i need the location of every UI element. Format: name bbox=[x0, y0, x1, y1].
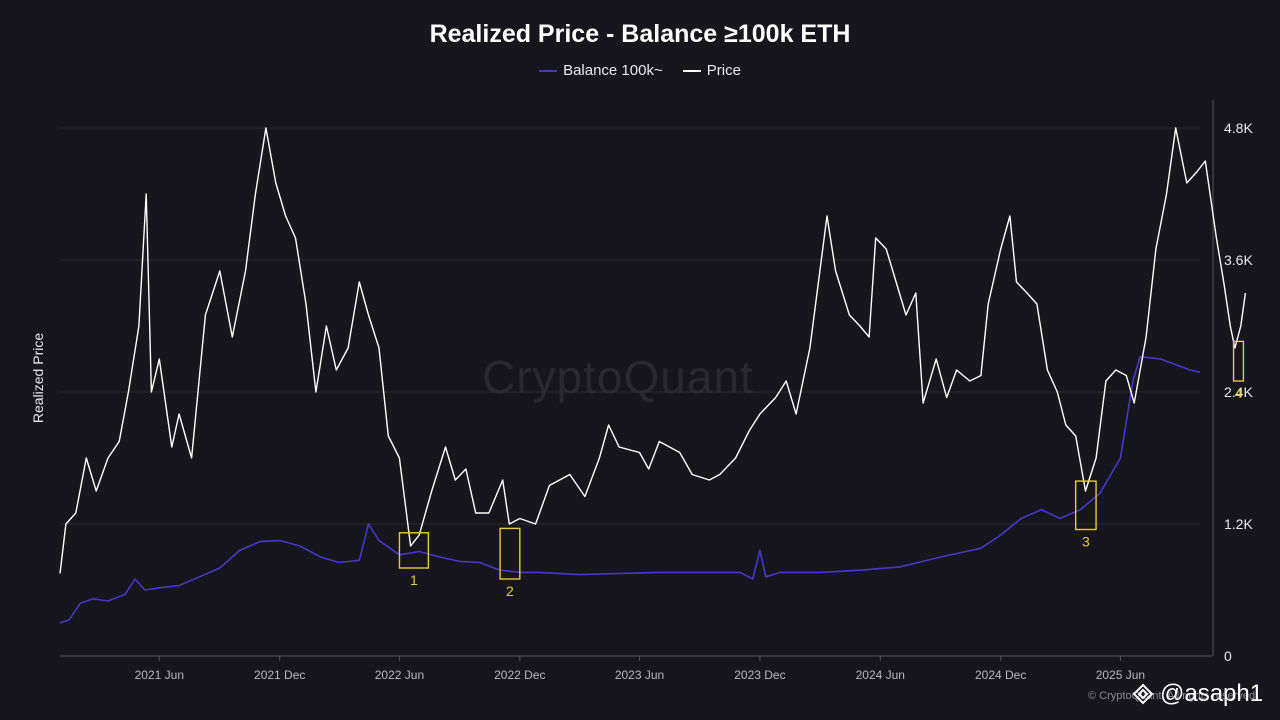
x-tick-label: 2023 Jun bbox=[615, 668, 664, 682]
x-tick-label: 2022 Dec bbox=[494, 668, 545, 682]
highlight-label: 3 bbox=[1082, 534, 1090, 550]
series-line-balance bbox=[59, 355, 1201, 624]
legend-item-balance[interactable]: Balance 100k~ bbox=[539, 62, 663, 79]
legend-label-price: Price bbox=[706, 62, 741, 79]
highlight-box bbox=[1232, 340, 1245, 382]
highlight-box bbox=[398, 532, 430, 569]
x-tick-label: 2021 Dec bbox=[254, 668, 305, 682]
y-tick-label: 3.6K bbox=[1224, 252, 1253, 268]
highlight-box bbox=[1074, 480, 1097, 531]
diamond-logo-icon bbox=[1132, 683, 1154, 705]
legend-label-balance: Balance 100k~ bbox=[563, 62, 663, 79]
x-tick-label: 2024 Jun bbox=[856, 668, 905, 682]
legend-swatch-price bbox=[682, 69, 701, 72]
x-tick-label: 2025 Jun bbox=[1096, 668, 1145, 682]
x-tick-label: 2021 Jun bbox=[135, 668, 184, 682]
series-line-price bbox=[59, 127, 1247, 574]
watermark: CryptoQuant bbox=[482, 351, 754, 403]
legend-swatch-balance bbox=[539, 69, 558, 72]
legend: Balance 100k~ Price bbox=[0, 62, 1280, 79]
x-tick-label: 2022 Jun bbox=[375, 668, 424, 682]
x-tick-label: 2024 Dec bbox=[975, 668, 1026, 682]
highlight-label: 4 bbox=[1235, 385, 1243, 401]
y-tick-label: 1.2K bbox=[1224, 516, 1253, 532]
y-tick-label: 0 bbox=[1224, 648, 1232, 664]
highlight-label: 1 bbox=[410, 572, 418, 588]
author-handle-text: @asaph1 bbox=[1160, 680, 1264, 707]
copyright-text: © CryptoQuant. All rights reserved. bbox=[1088, 690, 1259, 702]
y-tick-label: 4.8K bbox=[1224, 120, 1253, 136]
x-tick-label: 2023 Dec bbox=[734, 668, 785, 682]
y-tick-label: 2.4K bbox=[1224, 384, 1253, 400]
legend-item-price[interactable]: Price bbox=[682, 62, 741, 79]
highlight-box bbox=[499, 527, 521, 580]
highlight-label: 2 bbox=[506, 583, 514, 599]
author-handle: @asaph1 bbox=[1132, 680, 1263, 708]
chart-title: Realized Price - Balance ≥100k ETH bbox=[429, 20, 851, 48]
